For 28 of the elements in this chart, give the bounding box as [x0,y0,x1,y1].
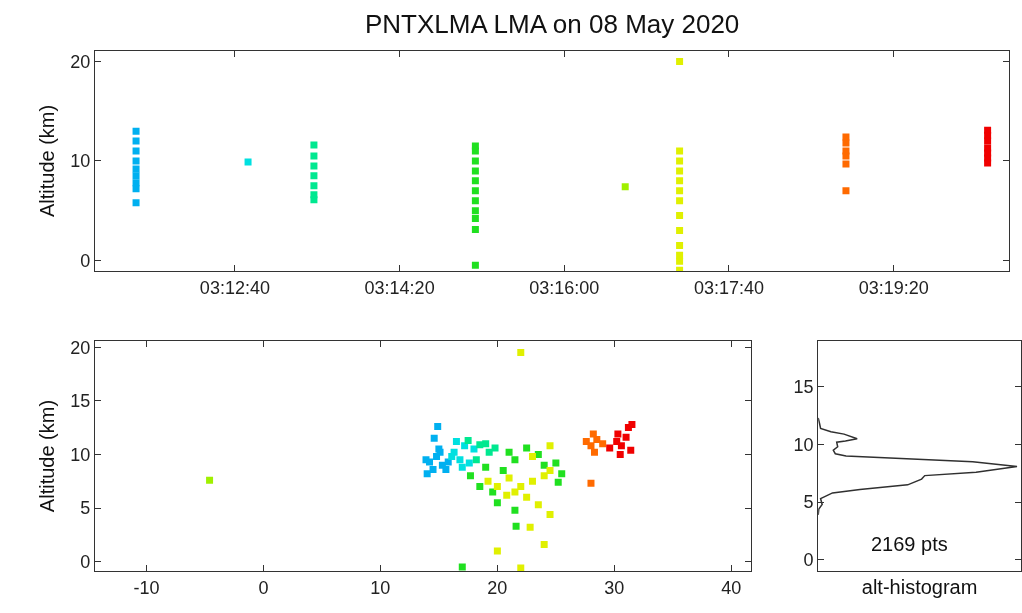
x-tick-label: 03:14:20 [364,277,435,298]
x-tick-label: 03:16:00 [529,277,600,298]
x-tick-label: 20 [487,577,508,598]
y-tick-label: 5 [803,492,814,513]
y-axis-title: Altitude (km) [35,104,58,218]
x-tick-label: 03:12:40 [199,277,270,298]
y-tick-label: 0 [80,551,91,572]
y-tick-label: 15 [793,377,814,398]
x-tick-label: 03:19:20 [858,277,929,298]
x-tick-label: -10 [133,577,160,598]
x-tick-label: 30 [604,577,625,598]
y-tick-label: 20 [70,51,91,72]
y-tick-label: 5 [80,498,91,519]
y-axis-title: Altitude (km) [35,399,58,513]
y-tick-label: 15 [70,391,91,412]
y-tick-label: 10 [70,151,91,172]
y-tick-label: 0 [803,550,814,571]
y-tick-label: 0 [80,250,91,271]
y-tick-label: 10 [793,434,814,455]
y-tick-label: 20 [70,337,91,358]
annotation: 2169 pts [871,533,948,555]
x-tick-label: 03:17:40 [693,277,765,298]
x-tick-label: 40 [721,577,742,598]
x-tick-label: 10 [370,577,391,598]
x-axis-title: alt-histogram [861,575,978,598]
chart-title: PNTXLMA LMA on 08 May 2020 [365,9,740,39]
y-tick-label: 10 [70,444,91,465]
x-tick-label: 0 [258,577,269,598]
